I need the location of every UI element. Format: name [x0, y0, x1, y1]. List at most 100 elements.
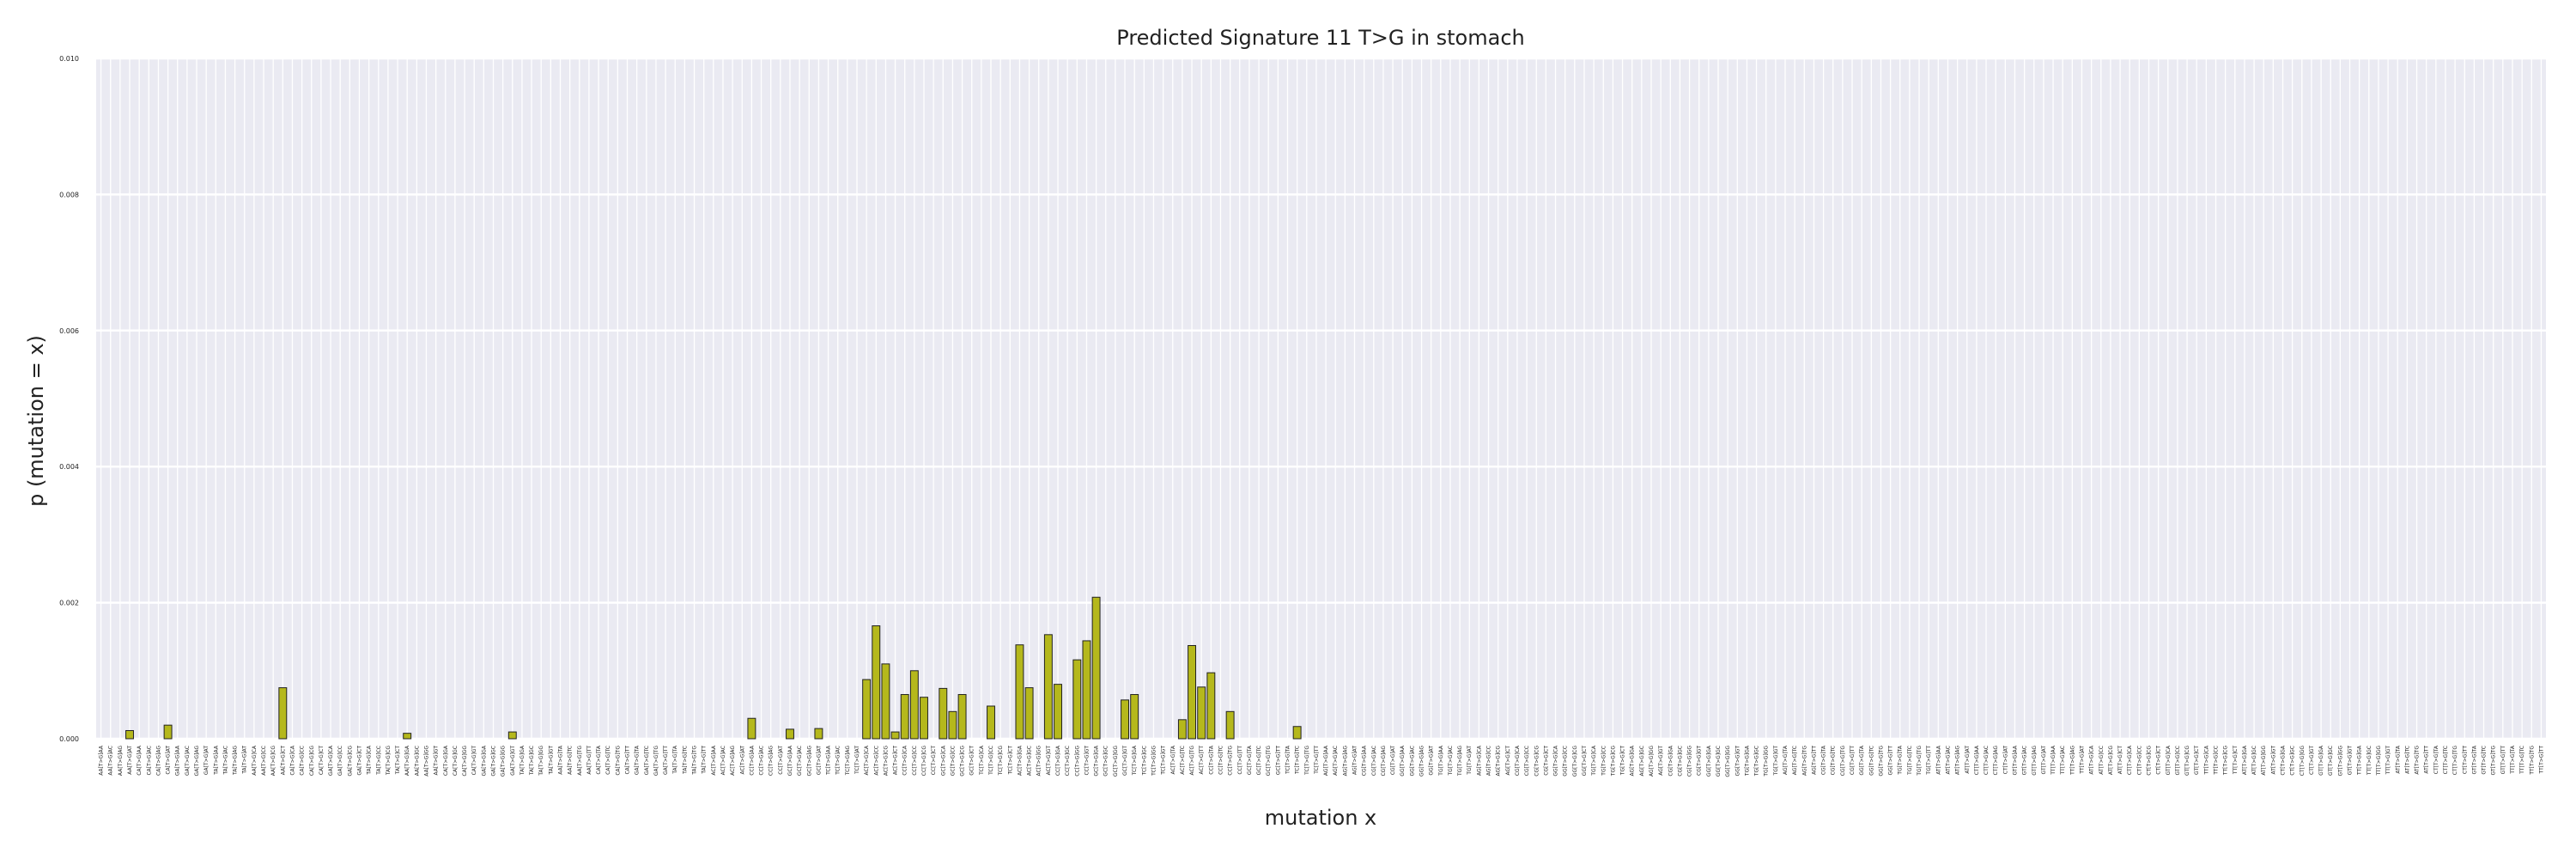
x-tick-label: CA[T>G]AT	[166, 746, 172, 775]
x-tick-label: GA[T>G]TG	[653, 746, 659, 776]
x-tick-label: AC[T>G]GA	[1017, 745, 1023, 776]
x-tick-label: AG[T>G]AA	[1323, 745, 1329, 776]
x-tick-label: TT[T>G]AC	[2060, 746, 2066, 775]
x-tick-label: TG[T>G]TG	[1917, 746, 1923, 777]
x-tick-label: AT[T>G]CA	[2089, 745, 2095, 775]
x-tick-label: CG[T>G]AC	[1371, 746, 1377, 776]
x-tick-label: GC[T>G]GT	[1122, 746, 1128, 776]
x-tick-label: AA[T>G]AC	[108, 746, 114, 776]
y-tick-label: 0.004	[59, 463, 79, 471]
x-tick-label: GC[T>G]AC	[797, 746, 803, 776]
bar	[1197, 686, 1206, 740]
bar	[1188, 644, 1197, 740]
y-tick-label: 0.010	[59, 55, 79, 63]
x-tick-label: CC[T>G]TT	[1237, 746, 1243, 775]
x-tick-label: CG[T>G]TC	[1831, 746, 1837, 775]
x-tick-label: CA[T>G]TA	[596, 745, 602, 775]
x-tick-label: CA[T>G]AG	[155, 746, 161, 776]
x-tick-label: AC[T>G]AC	[720, 746, 726, 775]
x-tick-label: AG[T>G]AT	[1352, 746, 1358, 775]
bar	[278, 687, 288, 740]
x-tick-label: TA[T>G]GG	[538, 746, 544, 777]
x-tick-label: AG[T>G]CA	[1476, 745, 1482, 776]
x-tick-label: AC[T>G]CC	[873, 746, 879, 776]
x-tick-label: AA[T>G]GG	[423, 746, 429, 777]
x-tick-label: AG[T>G]AC	[1333, 746, 1339, 776]
x-tick-label: TT[T>G]GA	[2357, 745, 2363, 776]
x-axis-label: mutation x	[1265, 806, 1377, 830]
x-tick-label: AT[T>G]GG	[2261, 746, 2267, 776]
x-tick-label: GA[T>G]GA	[481, 745, 487, 776]
y-tick-label: 0.008	[59, 191, 79, 198]
x-tick-label: AA[T>G]AA	[99, 745, 105, 776]
x-tick-label: GA[T>G]AC	[185, 746, 191, 776]
x-tick-label: TT[T>G]AT	[2079, 746, 2085, 775]
x-tick-label: GT[T>G]TG	[2491, 746, 2497, 776]
x-tick-label: CT[T>G]CC	[2136, 746, 2142, 775]
x-tick-label: AG[T>G]AG	[1342, 746, 1348, 777]
x-tick-label: AA[T>G]TT	[586, 746, 592, 775]
x-tick-label: AT[T>G]GA	[2242, 745, 2248, 775]
bar	[1024, 687, 1034, 740]
x-tick-label: CT[T>G]GT	[2309, 746, 2315, 775]
x-tick-label: TA[T>G]TG	[692, 746, 698, 776]
x-tick-label: GG[T>G]CC	[1563, 746, 1569, 777]
x-tick-label: CA[T>G]TG	[615, 746, 621, 776]
x-tick-label: CC[T>G]AA	[749, 745, 755, 776]
x-axis-ticks: AA[T>G]AA AA[T>G]AC AA[T>G]AG AA[T>G]AT CA[T…	[99, 745, 2545, 777]
x-tick-label: GA[T>G]AT	[204, 746, 210, 775]
x-tick-label: AA[T>G]AG	[118, 746, 124, 776]
x-tick-label: CT[T>G]AA	[1974, 745, 1980, 775]
x-tick-label: TG[T>G]TA	[1898, 745, 1904, 776]
x-tick-label: CA[T>G]CG	[309, 746, 315, 777]
x-tick-label: GA[T>G]CG	[347, 746, 353, 777]
x-tick-label: AT[T>G]TG	[2415, 746, 2421, 775]
x-tick-label: TA[T>G]TT	[702, 746, 708, 775]
x-tick-label: GT[T>G]AT	[2041, 746, 2047, 775]
bar	[786, 728, 794, 740]
x-tick-label: AG[T>G]CT	[1505, 746, 1511, 776]
x-tick-label: TT[T>G]AA	[2050, 745, 2057, 776]
x-tick-label: TA[T>G]AT	[242, 746, 248, 775]
x-tick-label: GT[T>G]AC	[2022, 746, 2028, 775]
x-tick-label: TG[T>G]AT	[1467, 746, 1473, 776]
x-tick-label: AT[T>G]TA	[2395, 745, 2401, 774]
x-tick-label: AC[T>G]TC	[1180, 746, 1186, 775]
x-tick-label: TA[T>G]AG	[233, 746, 239, 776]
x-tick-label: TG[T>G]TC	[1907, 746, 1913, 776]
x-tick-label: GC[T>G]AG	[806, 746, 812, 777]
x-tick-label: GT[T>G]CG	[2184, 746, 2190, 776]
x-tick-label: AG[T>G]CG	[1496, 746, 1502, 777]
bar	[909, 670, 919, 740]
x-tick-label: AT[T>G]AT	[1965, 746, 1971, 774]
x-tick-label: GT[T>G]GC	[2328, 746, 2334, 776]
x-tick-label: CA[T>G]TT	[625, 746, 631, 775]
x-tick-label: CA[T>G]CT	[319, 746, 325, 776]
x-tick-label: TG[T>G]GT	[1773, 746, 1779, 777]
bar	[948, 710, 957, 740]
x-tick-label: AG[T>G]GT	[1658, 746, 1664, 776]
bar	[814, 728, 823, 740]
x-tick-label: GT[T>G]CC	[2175, 746, 2181, 776]
bar	[939, 687, 948, 740]
x-tick-label: GA[T>G]TA	[635, 745, 641, 775]
x-tick-label: CT[T>G]GC	[2290, 746, 2296, 776]
bar	[920, 697, 928, 740]
x-tick-label: TG[T>G]GA	[1744, 745, 1750, 777]
x-tick-label: GG[T>G]AG	[1419, 746, 1425, 777]
bar	[1177, 719, 1187, 740]
x-tick-label: GT[T>G]GA	[2318, 745, 2324, 776]
x-tick-label: AA[T>G]GT	[434, 746, 440, 776]
bars	[125, 596, 1302, 740]
x-tick-label: TA[T>G]GC	[529, 746, 535, 776]
x-tick-label: CC[T>G]CC	[912, 746, 918, 776]
x-tick-label: GC[T>G]TG	[1266, 746, 1272, 777]
bar	[872, 625, 881, 740]
x-tick-label: TC[T>G]AC	[835, 746, 841, 776]
x-tick-label: AT[T>G]AA	[1935, 745, 1941, 775]
bar	[1292, 726, 1302, 740]
x-tick-label: GG[T>G]CA	[1553, 745, 1559, 777]
x-tick-label: AT[T>G]AG	[1955, 746, 1961, 775]
x-tick-label: AC[T>G]GC	[1027, 746, 1033, 776]
